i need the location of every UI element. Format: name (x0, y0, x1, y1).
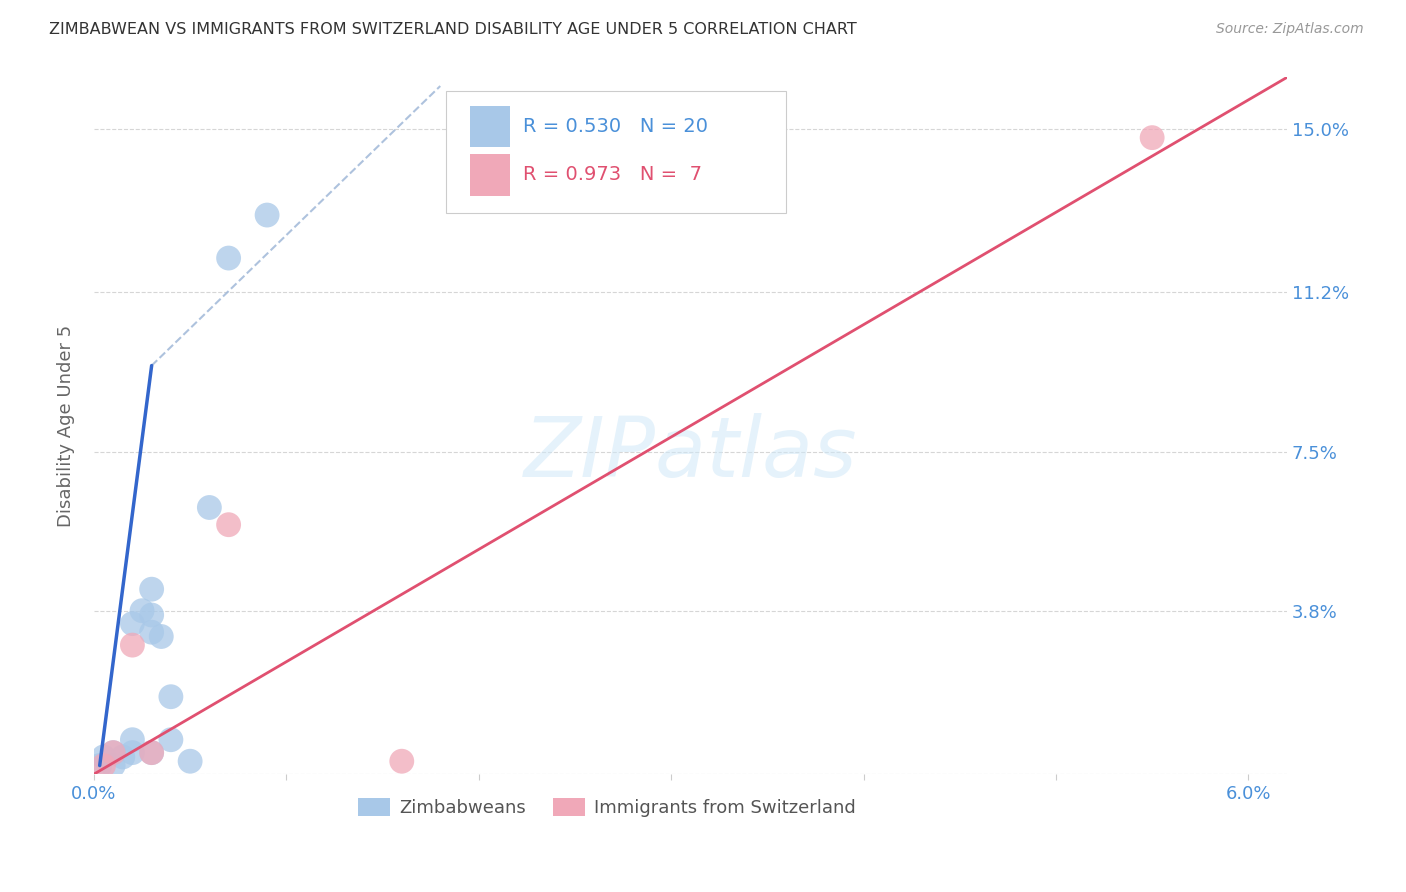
Point (101, 746, 124, 760)
Point (160, 732, 183, 747)
Point (218, 251, 240, 265)
Point (150, 630, 173, 644)
Text: Source: ZipAtlas.com: Source: ZipAtlas.com (1216, 22, 1364, 37)
Text: R = 0.530   N = 20: R = 0.530 N = 20 (523, 117, 709, 136)
FancyBboxPatch shape (470, 105, 510, 147)
Point (141, 746, 163, 760)
Point (141, 746, 163, 760)
Y-axis label: Disability Age Under 5: Disability Age Under 5 (58, 325, 75, 527)
Point (131, 604, 153, 618)
Text: ZIPatlas: ZIPatlas (523, 413, 858, 494)
Point (141, 607, 163, 622)
Point (1140, 130, 1163, 145)
Point (101, 758, 124, 772)
Point (89, 758, 111, 772)
Point (141, 582, 163, 597)
Point (121, 638, 143, 652)
Point (101, 746, 124, 760)
Point (121, 616, 143, 631)
Point (179, 754, 201, 768)
Point (160, 690, 183, 704)
FancyBboxPatch shape (446, 91, 786, 213)
Point (121, 732, 143, 747)
Point (141, 625, 163, 640)
Point (93, 758, 115, 772)
Point (256, 208, 278, 222)
Point (198, 500, 221, 515)
Point (218, 517, 240, 532)
Point (93, 750, 115, 764)
Point (391, 754, 413, 768)
Point (121, 746, 143, 760)
FancyBboxPatch shape (470, 154, 510, 195)
Point (111, 750, 134, 764)
Legend: Zimbabweans, Immigrants from Switzerland: Zimbabweans, Immigrants from Switzerland (350, 790, 863, 824)
Text: ZIMBABWEAN VS IMMIGRANTS FROM SWITZERLAND DISABILITY AGE UNDER 5 CORRELATION CHA: ZIMBABWEAN VS IMMIGRANTS FROM SWITZERLAN… (49, 22, 858, 37)
Text: R = 0.973   N =  7: R = 0.973 N = 7 (523, 166, 703, 185)
